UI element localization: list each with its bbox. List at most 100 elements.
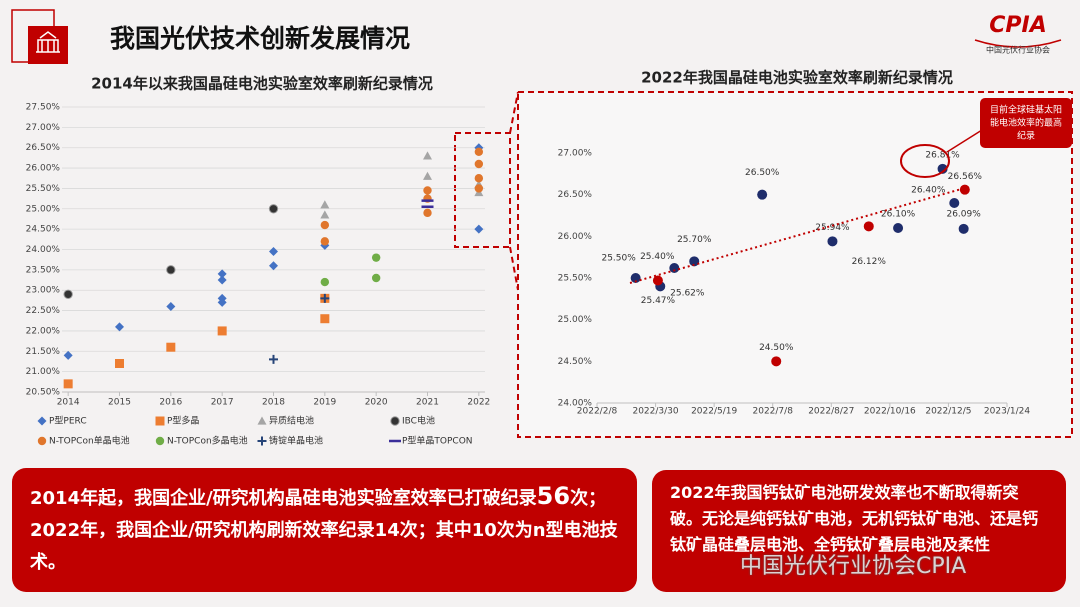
x-tick-label: 2016 [159, 398, 182, 408]
x-tick-label: 2022 [467, 398, 490, 408]
y-tick-label: 24.50% [26, 225, 61, 235]
point [217, 326, 227, 336]
logo-arc [974, 39, 1062, 48]
data-label: 24.50% [759, 343, 794, 353]
legend-label: P型单晶TOPCON [402, 435, 473, 447]
point [268, 204, 279, 214]
data-label: 25.62% [670, 289, 705, 299]
data-label: 26.56% [948, 172, 983, 182]
y-tick-label: 27.00% [558, 149, 593, 159]
x-tick-label: 2022/2/8 [577, 407, 618, 417]
point [630, 273, 641, 283]
y-tick-label: 25.50% [26, 184, 61, 194]
y-tick-label: 24.00% [26, 245, 61, 255]
y-tick-label: 26.00% [558, 232, 593, 242]
point [269, 261, 278, 271]
point [269, 247, 278, 257]
y-tick-label: 22.50% [26, 306, 61, 316]
detail-box [517, 91, 1073, 438]
summary-text: 2022年，我国企业/研究机构刷新效率纪录14次；其中10次为n型电池技术。 [30, 520, 618, 573]
logo-sub: 中国光伏行业协会 [986, 45, 1050, 55]
point [771, 356, 782, 367]
y-tick-label: 25.00% [26, 204, 61, 214]
point [959, 184, 970, 195]
point [320, 210, 330, 219]
y-tick-label: 24.50% [558, 357, 593, 367]
legend-label: N-TOPCon多晶电池 [167, 435, 248, 447]
legend-label: P型多晶 [167, 415, 199, 427]
x-tick-label: 2023/1/24 [984, 407, 1030, 417]
legend-label: IBC电池 [402, 415, 435, 427]
y-tick-label: 21.50% [26, 347, 61, 357]
point [320, 237, 330, 246]
point [652, 275, 663, 286]
point [474, 184, 484, 193]
y-tick-label: 26.50% [26, 143, 61, 153]
legend-label: 铸锭单晶电池 [269, 435, 323, 447]
legend-marker [257, 416, 267, 425]
x-tick-label: 2018 [262, 398, 285, 408]
point [166, 342, 176, 352]
y-tick-label: 25.00% [558, 315, 593, 325]
x-tick-label: 2022/10/16 [864, 407, 916, 417]
legend-label: 异质结电池 [269, 415, 314, 427]
perovskite-text: 2022年我国钙钛矿电池研发效率也不断取得新突破。无论是纯钙钛矿电池，无机钙钛矿… [670, 483, 1039, 554]
y-tick-label: 23.50% [26, 265, 61, 275]
highlight-circle [900, 144, 950, 178]
point [474, 159, 484, 169]
point [689, 256, 700, 267]
callout-text: 纪录 [1017, 130, 1035, 142]
point [371, 253, 381, 262]
point [63, 350, 73, 360]
perovskite-box: 2022年我国钙钛矿电池研发效率也不断取得新突破。无论是纯钙钛矿电池，无机钙钛矿… [652, 470, 1066, 592]
y-tick-label: 27.00% [26, 123, 61, 133]
logo: CPIA [989, 13, 1046, 38]
y-tick-label: 21.00% [26, 367, 61, 377]
point [669, 263, 680, 273]
point [320, 293, 330, 303]
trendline [629, 187, 966, 284]
legend-marker [155, 436, 165, 446]
point [757, 189, 768, 200]
x-tick-label: 2017 [211, 398, 234, 408]
point [217, 269, 227, 279]
legend-marker [155, 416, 165, 426]
point [63, 289, 73, 299]
summary-text: 2014年起，我国企业/研究机构晶硅电池实验室效率已打破纪录 [30, 488, 537, 509]
connector [509, 246, 519, 291]
point [217, 275, 227, 285]
point [320, 220, 330, 230]
y-tick-label: 25.50% [558, 274, 593, 284]
point [474, 147, 484, 156]
x-tick-label: 2022/3/30 [632, 407, 678, 417]
point [423, 186, 432, 195]
legend-label: N-TOPCon单晶电池 [49, 435, 130, 447]
y-tick-label: 20.50% [26, 388, 61, 398]
y-tick-label: 26.00% [26, 164, 61, 174]
point [893, 223, 904, 233]
x-tick-label: 2022/12/5 [925, 407, 971, 417]
x-tick-label: 2020 [365, 398, 388, 408]
point [166, 302, 176, 311]
chart-title: 2022年我国晶硅电池实验室效率刷新纪录情况 [641, 69, 953, 87]
point [114, 322, 124, 332]
legend-label: P型PERC [49, 416, 87, 427]
point [423, 171, 433, 180]
point [958, 223, 969, 234]
chart-title: 2014年以来我国晶硅电池实验室效率刷新纪录情况 [91, 75, 433, 93]
point [320, 314, 330, 324]
point [166, 265, 176, 275]
point [371, 273, 381, 283]
y-tick-label: 24.00% [558, 399, 593, 409]
point [114, 359, 124, 368]
watermark: 中国光伏行业协会CPIA [740, 554, 967, 579]
connector [509, 91, 519, 134]
x-tick-label: 2021 [416, 398, 439, 408]
legend-marker [37, 416, 47, 426]
callout-box [980, 98, 1072, 148]
summary-number: 56 [536, 482, 571, 510]
summary-text: 次； [570, 488, 607, 509]
point [217, 297, 227, 307]
data-label: 26.09% [946, 209, 981, 219]
legend-marker [390, 416, 400, 426]
